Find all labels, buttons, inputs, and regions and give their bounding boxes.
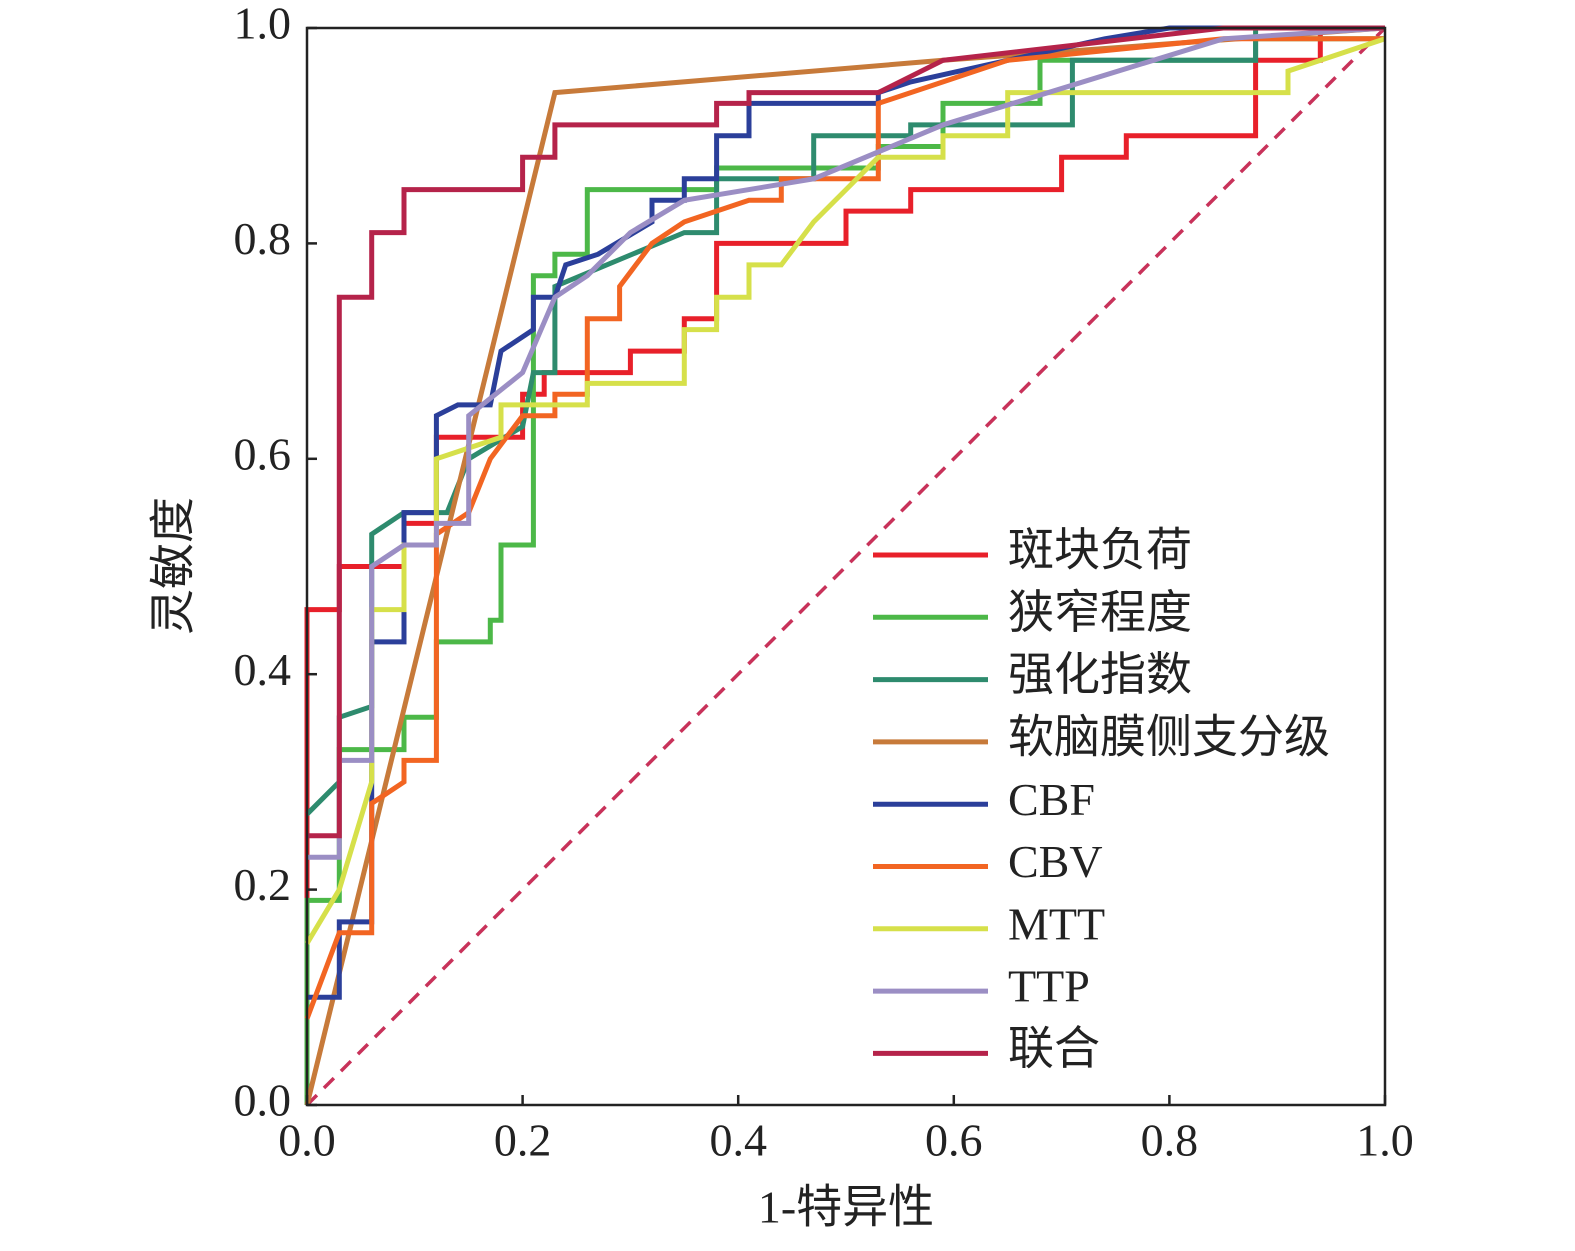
reference-diagonal [305,26,1387,1107]
y-axis-label: 灵敏度 [148,497,199,635]
legend-label: 联合 [1008,1023,1100,1074]
x-tick-label: 0.0 [278,1115,336,1166]
x-tick-label: 0.8 [1141,1115,1199,1166]
x-axis-label: 1-特异性 [758,1182,934,1233]
roc-curve [307,25,1386,860]
legend-label: 强化指数 [1008,649,1192,700]
x-tick-label: 0.6 [925,1115,983,1166]
legend-label: 软脑膜侧支分级 [1008,711,1330,762]
x-tick-label: 1.0 [1356,1115,1414,1166]
legend-label: CBV [1008,836,1103,887]
roc-curve [304,36,1385,1105]
y-tick-label: 0.8 [234,213,292,264]
y-tick-label: 0.6 [234,428,292,479]
y-tick-label: 0.2 [234,859,292,910]
legend-label: 斑块负荷 [1008,525,1192,576]
plot-frame [305,26,1387,1107]
legend-label: TTP [1008,961,1090,1012]
plot-lines [304,25,1386,1106]
x-tick-label: 0.4 [709,1115,767,1166]
roc-curve [304,36,1386,945]
y-tick-label: 1.0 [234,0,292,49]
legend-label: 狭窄程度 [1008,587,1192,638]
roc-curve [307,25,1385,839]
y-tick-label: 0.0 [234,1075,292,1126]
y-tick-label: 0.4 [234,644,292,695]
x-tick-label: 0.2 [494,1115,552,1166]
legend-label: CBF [1008,774,1095,825]
roc-curve [304,36,1385,1020]
roc-curve [305,25,1385,816]
legend-label: MTT [1008,898,1105,949]
